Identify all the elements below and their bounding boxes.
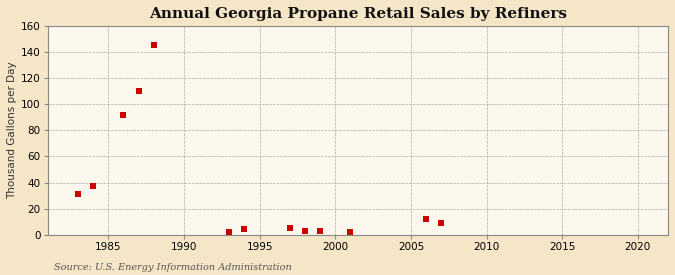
Y-axis label: Thousand Gallons per Day: Thousand Gallons per Day: [7, 62, 17, 199]
Point: [300, 229, 310, 233]
Point: [315, 229, 325, 233]
Point: [436, 221, 447, 225]
Point: [345, 230, 356, 234]
Point: [421, 217, 431, 221]
Point: [118, 113, 129, 117]
Title: Annual Georgia Propane Retail Sales by Refiners: Annual Georgia Propane Retail Sales by R…: [149, 7, 567, 21]
Text: Source: U.S. Energy Information Administration: Source: U.S. Energy Information Administ…: [54, 263, 292, 272]
Point: [73, 192, 84, 196]
Point: [148, 42, 159, 47]
Point: [284, 226, 295, 230]
Point: [88, 184, 99, 189]
Point: [239, 227, 250, 232]
Point: [224, 230, 235, 234]
Point: [133, 89, 144, 94]
